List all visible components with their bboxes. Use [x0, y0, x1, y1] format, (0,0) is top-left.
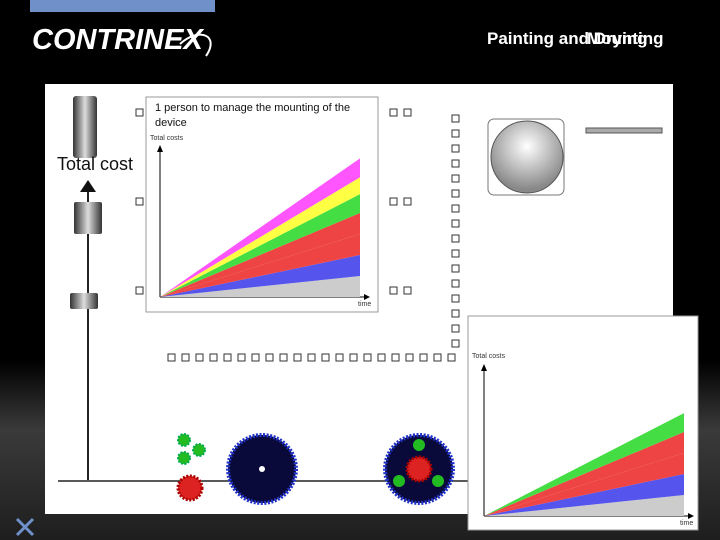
steel-ball — [490, 120, 564, 194]
chart2-ylabel: Total costs — [472, 353, 506, 360]
mounting-caption: 1 person to manage the mounting of the d… — [155, 102, 351, 129]
logo-text: CONTRINEX — [32, 24, 204, 56]
total-cost-label: Total cost — [57, 154, 134, 174]
cylinder-medium — [74, 202, 102, 234]
contrinex-x-icon — [15, 517, 35, 537]
large-gear-right — [383, 433, 455, 505]
contrinex-logo: CONTRINEX — [32, 24, 212, 57]
small-gears — [176, 433, 206, 502]
chart2-area-4 — [484, 413, 684, 516]
cost-chart-1: Total costs time — [145, 96, 379, 313]
chart1-ylabel: Total costs — [150, 135, 184, 142]
top-accent-bar — [30, 0, 215, 12]
slide-title-mounting: Mounting — [587, 29, 664, 48]
chart2-xlabel: time — [680, 520, 693, 527]
cylinder-small — [70, 293, 98, 309]
cost-chart-2: Total costs time — [467, 315, 699, 531]
steel-bar — [585, 127, 663, 134]
cylinder-large — [73, 96, 97, 158]
chart1-xlabel: time — [358, 301, 371, 308]
chart1-area-6 — [160, 158, 360, 297]
chart1-area-5 — [160, 177, 360, 297]
large-gear-left — [226, 433, 298, 505]
slide-title-painting: Painting and Drying — [487, 29, 648, 48]
